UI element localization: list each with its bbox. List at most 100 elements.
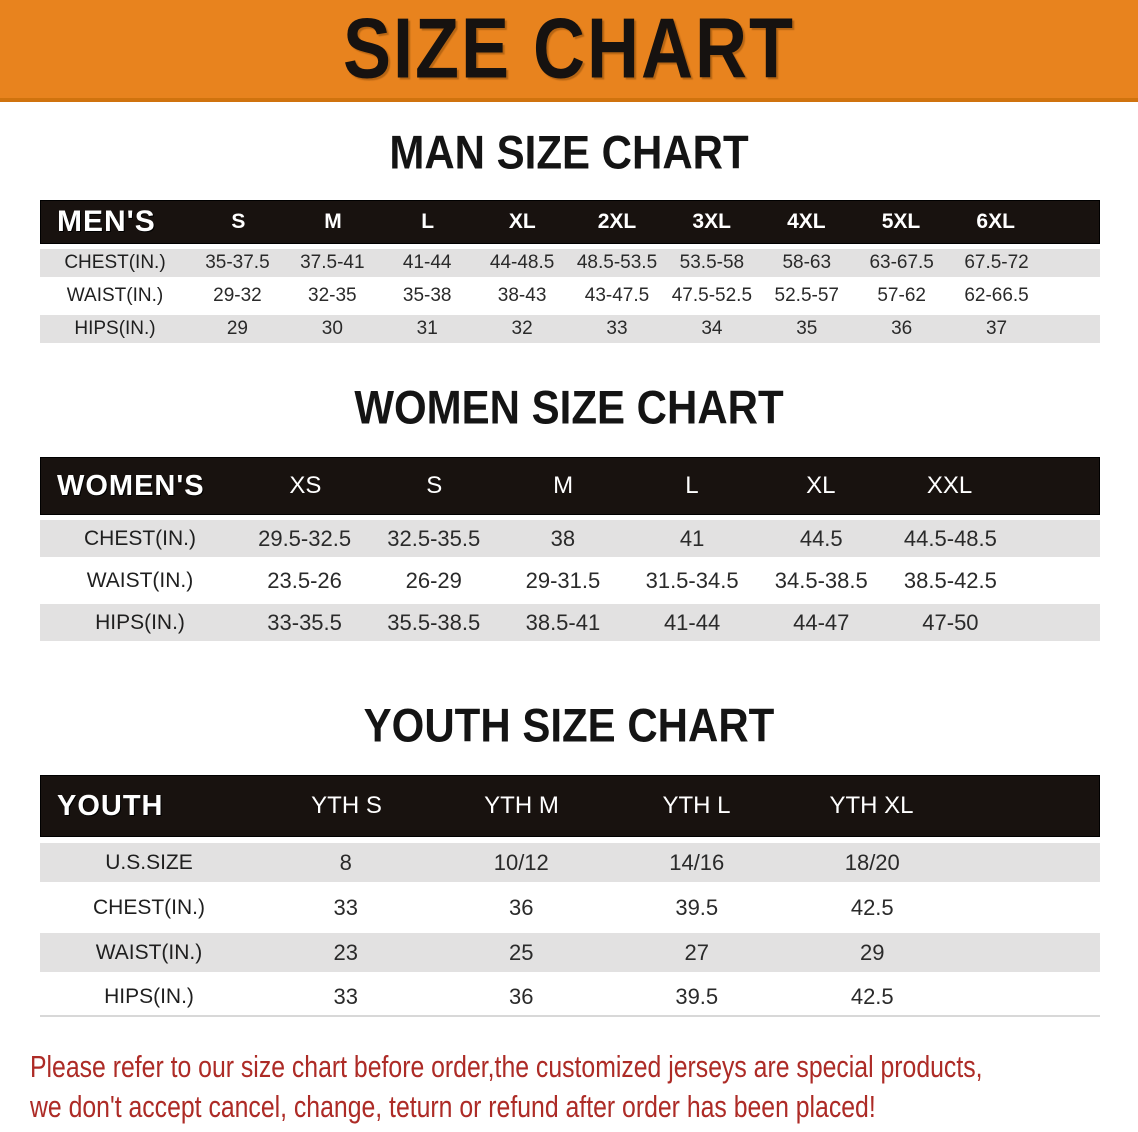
row-label: HIPS(IN.) xyxy=(95,610,185,634)
size-cell: 29-32 xyxy=(213,285,262,306)
size-cell: 32-35 xyxy=(308,285,357,306)
size-cell: 44.5 xyxy=(799,525,843,551)
size-cell: 47-50 xyxy=(922,609,979,635)
youth-section-heading: YOUTH SIZE CHART xyxy=(363,699,775,752)
size-column-header: 6XL xyxy=(976,210,1015,233)
table-row: CHEST(IN.) 29.5-32.5 32.5-35.5 38 41 44.5 44.5… xyxy=(40,520,1100,557)
size-cell: 34.5-38.5 xyxy=(774,567,868,593)
table-row: CHEST(IN.) 35-37.5 37.5-41 41-44 44-48.5 48.5… xyxy=(40,249,1100,277)
size-column-header: XS xyxy=(289,472,322,499)
size-cell: 39.5 xyxy=(675,983,719,1009)
row-label: HIPS(IN.) xyxy=(104,984,194,1008)
row-label: CHEST(IN.) xyxy=(93,895,205,919)
size-column-header: M xyxy=(324,210,342,233)
size-cell: 43-47.5 xyxy=(584,285,650,306)
size-cell: 26-29 xyxy=(405,567,462,593)
size-cell: 32 xyxy=(511,318,533,339)
women-section-heading: WOMEN SIZE CHART xyxy=(354,381,784,434)
size-cell: 37 xyxy=(985,318,1008,339)
disclaimer: Please refer to our size chart before or… xyxy=(30,1047,1138,1127)
size-cell: 38.5-42.5 xyxy=(903,567,997,593)
size-cell: 35-37.5 xyxy=(205,252,270,273)
size-column-header: S xyxy=(426,472,443,499)
size-cell: 35.5-38.5 xyxy=(387,609,481,635)
size-cell: 35-38 xyxy=(402,285,452,306)
size-cell: 41 xyxy=(679,525,705,551)
size-cell: 44-48.5 xyxy=(489,252,555,273)
size-column-header: M xyxy=(553,472,574,499)
size-cell: 37.5-41 xyxy=(300,252,365,273)
women-size-table: WOMEN'S XS S M L XL XXL CHEST(IN.) 29.5-32.5 32.5… xyxy=(40,457,1100,641)
size-cell: 29-31.5 xyxy=(525,567,601,593)
table-header-label: YOUTH xyxy=(57,789,164,822)
size-cell: 14/16 xyxy=(669,849,725,875)
men-size-table: MEN'S S M L XL 2XL 3XL 4XL 5XL 6XL CHEST(IN.) 35-37… xyxy=(40,200,1100,343)
row-label: WAIST(IN.) xyxy=(86,568,194,592)
size-cell: 34 xyxy=(701,318,723,339)
table-row: WAIST(IN.) 23.5-26 26-29 29-31.5 31.5-34.5 34… xyxy=(40,562,1100,599)
size-cell: 57-62 xyxy=(877,285,926,306)
size-cell: 38.5-41 xyxy=(525,609,601,635)
table-header-label: MEN'S xyxy=(57,205,156,238)
size-cell: 31 xyxy=(416,318,438,339)
size-cell: 18/20 xyxy=(844,849,900,875)
size-column-header: YTH S xyxy=(311,792,382,819)
size-cell: 41-44 xyxy=(402,252,452,273)
table-row: U.S.SIZE 8 10/12 14/16 18/20 xyxy=(40,843,1100,882)
size-cell: 38-43 xyxy=(497,285,547,306)
size-cell: 42.5 xyxy=(850,894,894,920)
size-column-header: XL xyxy=(508,210,536,233)
table-header-row: WOMEN'S XS S M L XL XXL xyxy=(40,457,1100,515)
size-cell: 32.5-35.5 xyxy=(387,525,481,551)
size-cell: 36 xyxy=(891,318,913,339)
banner-title: SIZE CHART xyxy=(343,1,795,97)
content: MAN SIZE CHART MEN'S S M L XL 2XL 3XL 4XL 5XL 6XL… xyxy=(0,129,1138,1127)
size-cell: 42.5 xyxy=(850,983,894,1009)
size-cell: 39.5 xyxy=(675,894,719,920)
size-cell: 52.5-57 xyxy=(774,285,839,306)
size-column-header: 5XL xyxy=(881,210,921,233)
row-label: CHEST(IN.) xyxy=(84,526,196,550)
table-row: HIPS(IN.) 33-35.5 35.5-38.5 38.5-41 41-44 44-… xyxy=(40,604,1100,641)
size-cell: 35 xyxy=(796,318,818,339)
size-column-header: YTH XL xyxy=(829,792,914,819)
size-cell: 67.5-72 xyxy=(964,252,1029,273)
size-cell: 33-35.5 xyxy=(267,609,342,635)
size-column-header: YTH M xyxy=(484,792,559,819)
size-cell: 25 xyxy=(509,939,534,965)
row-label: HIPS(IN.) xyxy=(74,318,156,339)
table-header-label: WOMEN'S xyxy=(57,469,205,502)
youth-size-section: YOUTH SIZE CHART YOUTH YTH S YTH M YTH L YTH… xyxy=(0,699,1138,1017)
size-cell: 10/12 xyxy=(493,849,549,875)
size-cell: 27 xyxy=(684,939,709,965)
table-row: WAIST(IN.) 23 25 27 29 xyxy=(40,933,1100,972)
size-cell: 8 xyxy=(339,849,352,875)
table-header-row: MEN'S S M L XL 2XL 3XL 4XL 5XL 6XL xyxy=(40,200,1100,244)
size-cell: 29 xyxy=(860,939,885,965)
disclaimer-line-1: Please refer to our size chart before or… xyxy=(30,1049,983,1084)
size-column-header: 4XL xyxy=(787,210,826,233)
banner: SIZE CHART xyxy=(0,0,1138,102)
size-cell: 23.5-26 xyxy=(267,567,342,593)
size-cell: 63-67.5 xyxy=(869,252,934,273)
size-cell: 33 xyxy=(606,318,628,339)
size-column-header: L xyxy=(421,210,435,233)
size-cell: 48.5-53.5 xyxy=(576,252,658,273)
size-cell: 47.5-52.5 xyxy=(671,285,753,306)
size-column-header: XXL xyxy=(926,472,973,499)
row-label: WAIST(IN.) xyxy=(95,940,203,964)
size-cell: 44.5-48.5 xyxy=(903,525,997,551)
table-header-row: YOUTH YTH S YTH M YTH L YTH XL xyxy=(40,775,1100,837)
size-cell: 38 xyxy=(550,525,576,551)
size-cell: 29 xyxy=(226,318,248,339)
size-column-header: S xyxy=(231,210,246,233)
table-row: HIPS(IN.) 33 36 39.5 42.5 xyxy=(40,978,1100,1017)
size-cell: 53.5-58 xyxy=(679,252,745,273)
size-cell: 29.5-32.5 xyxy=(258,525,352,551)
row-label: WAIST(IN.) xyxy=(66,285,164,306)
disclaimer-line-2: we don't accept cancel, change, teturn o… xyxy=(30,1089,876,1124)
row-label: CHEST(IN.) xyxy=(64,252,166,273)
table-row: CHEST(IN.) 33 36 39.5 42.5 xyxy=(40,888,1100,927)
youth-size-table: YOUTH YTH S YTH M YTH L YTH XL U.S.SIZE 8 10/12… xyxy=(40,775,1100,1017)
